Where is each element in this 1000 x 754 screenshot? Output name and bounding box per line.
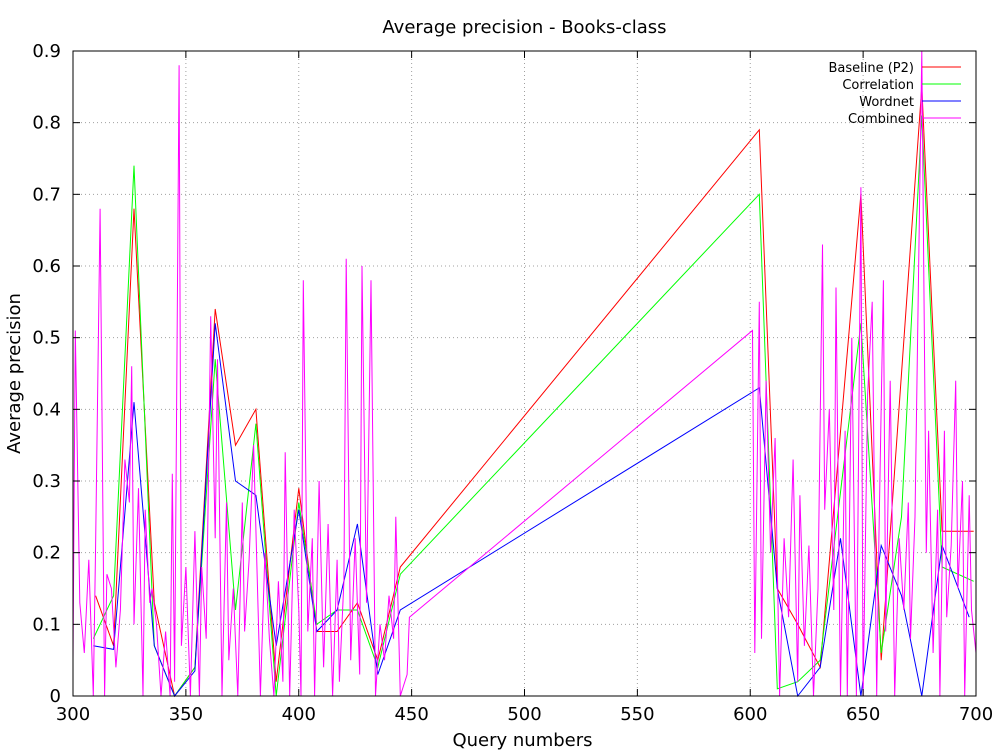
series-line-2 — [93, 323, 970, 698]
x-tick-label: 500 — [507, 704, 541, 725]
x-tick-label: 450 — [394, 704, 428, 725]
y-tick-label: 0.2 — [32, 543, 61, 564]
series-line-3 — [72, 50, 977, 697]
grid-lines — [73, 51, 976, 696]
axis-tick-labels: 300 350 400 450 500 550 600 650 700 0 0.1 0.2 0.3 0.4… — [32, 41, 993, 725]
y-tick-label: 0.6 — [32, 256, 61, 277]
y-tick-label: 0 — [50, 686, 61, 707]
axis-ticks — [72, 50, 977, 697]
x-tick-label: 300 — [56, 704, 90, 725]
series-lines — [72, 50, 977, 698]
y-axis-title: Average precision — [4, 293, 25, 454]
y-tick-label: 0.8 — [32, 113, 61, 134]
x-tick-label: 350 — [169, 704, 203, 725]
chart-title: Average precision - Books-class — [382, 17, 666, 38]
y-tick-label: 0.5 — [32, 328, 61, 349]
legend-label: Combined — [848, 112, 914, 127]
x-axis-title: Query numbers — [452, 730, 592, 750]
x-tick-label: 650 — [846, 704, 880, 725]
y-tick-label: 0.9 — [32, 41, 61, 62]
x-tick-label: 550 — [620, 704, 654, 725]
legend-label: Wordnet — [859, 95, 914, 110]
legend: Baseline (P2) Correlation Wordnet Combined — [828, 61, 961, 127]
x-tick-label: 600 — [733, 704, 767, 725]
y-tick-label: 0.7 — [32, 184, 61, 205]
y-tick-label: 0.3 — [32, 471, 61, 492]
x-tick-label: 700 — [959, 704, 993, 725]
x-tick-label: 400 — [282, 704, 316, 725]
legend-label: Baseline (P2) — [828, 61, 914, 76]
legend-label: Correlation — [842, 78, 914, 93]
y-tick-label: 0.1 — [32, 614, 61, 635]
y-tick-label: 0.4 — [32, 399, 61, 420]
